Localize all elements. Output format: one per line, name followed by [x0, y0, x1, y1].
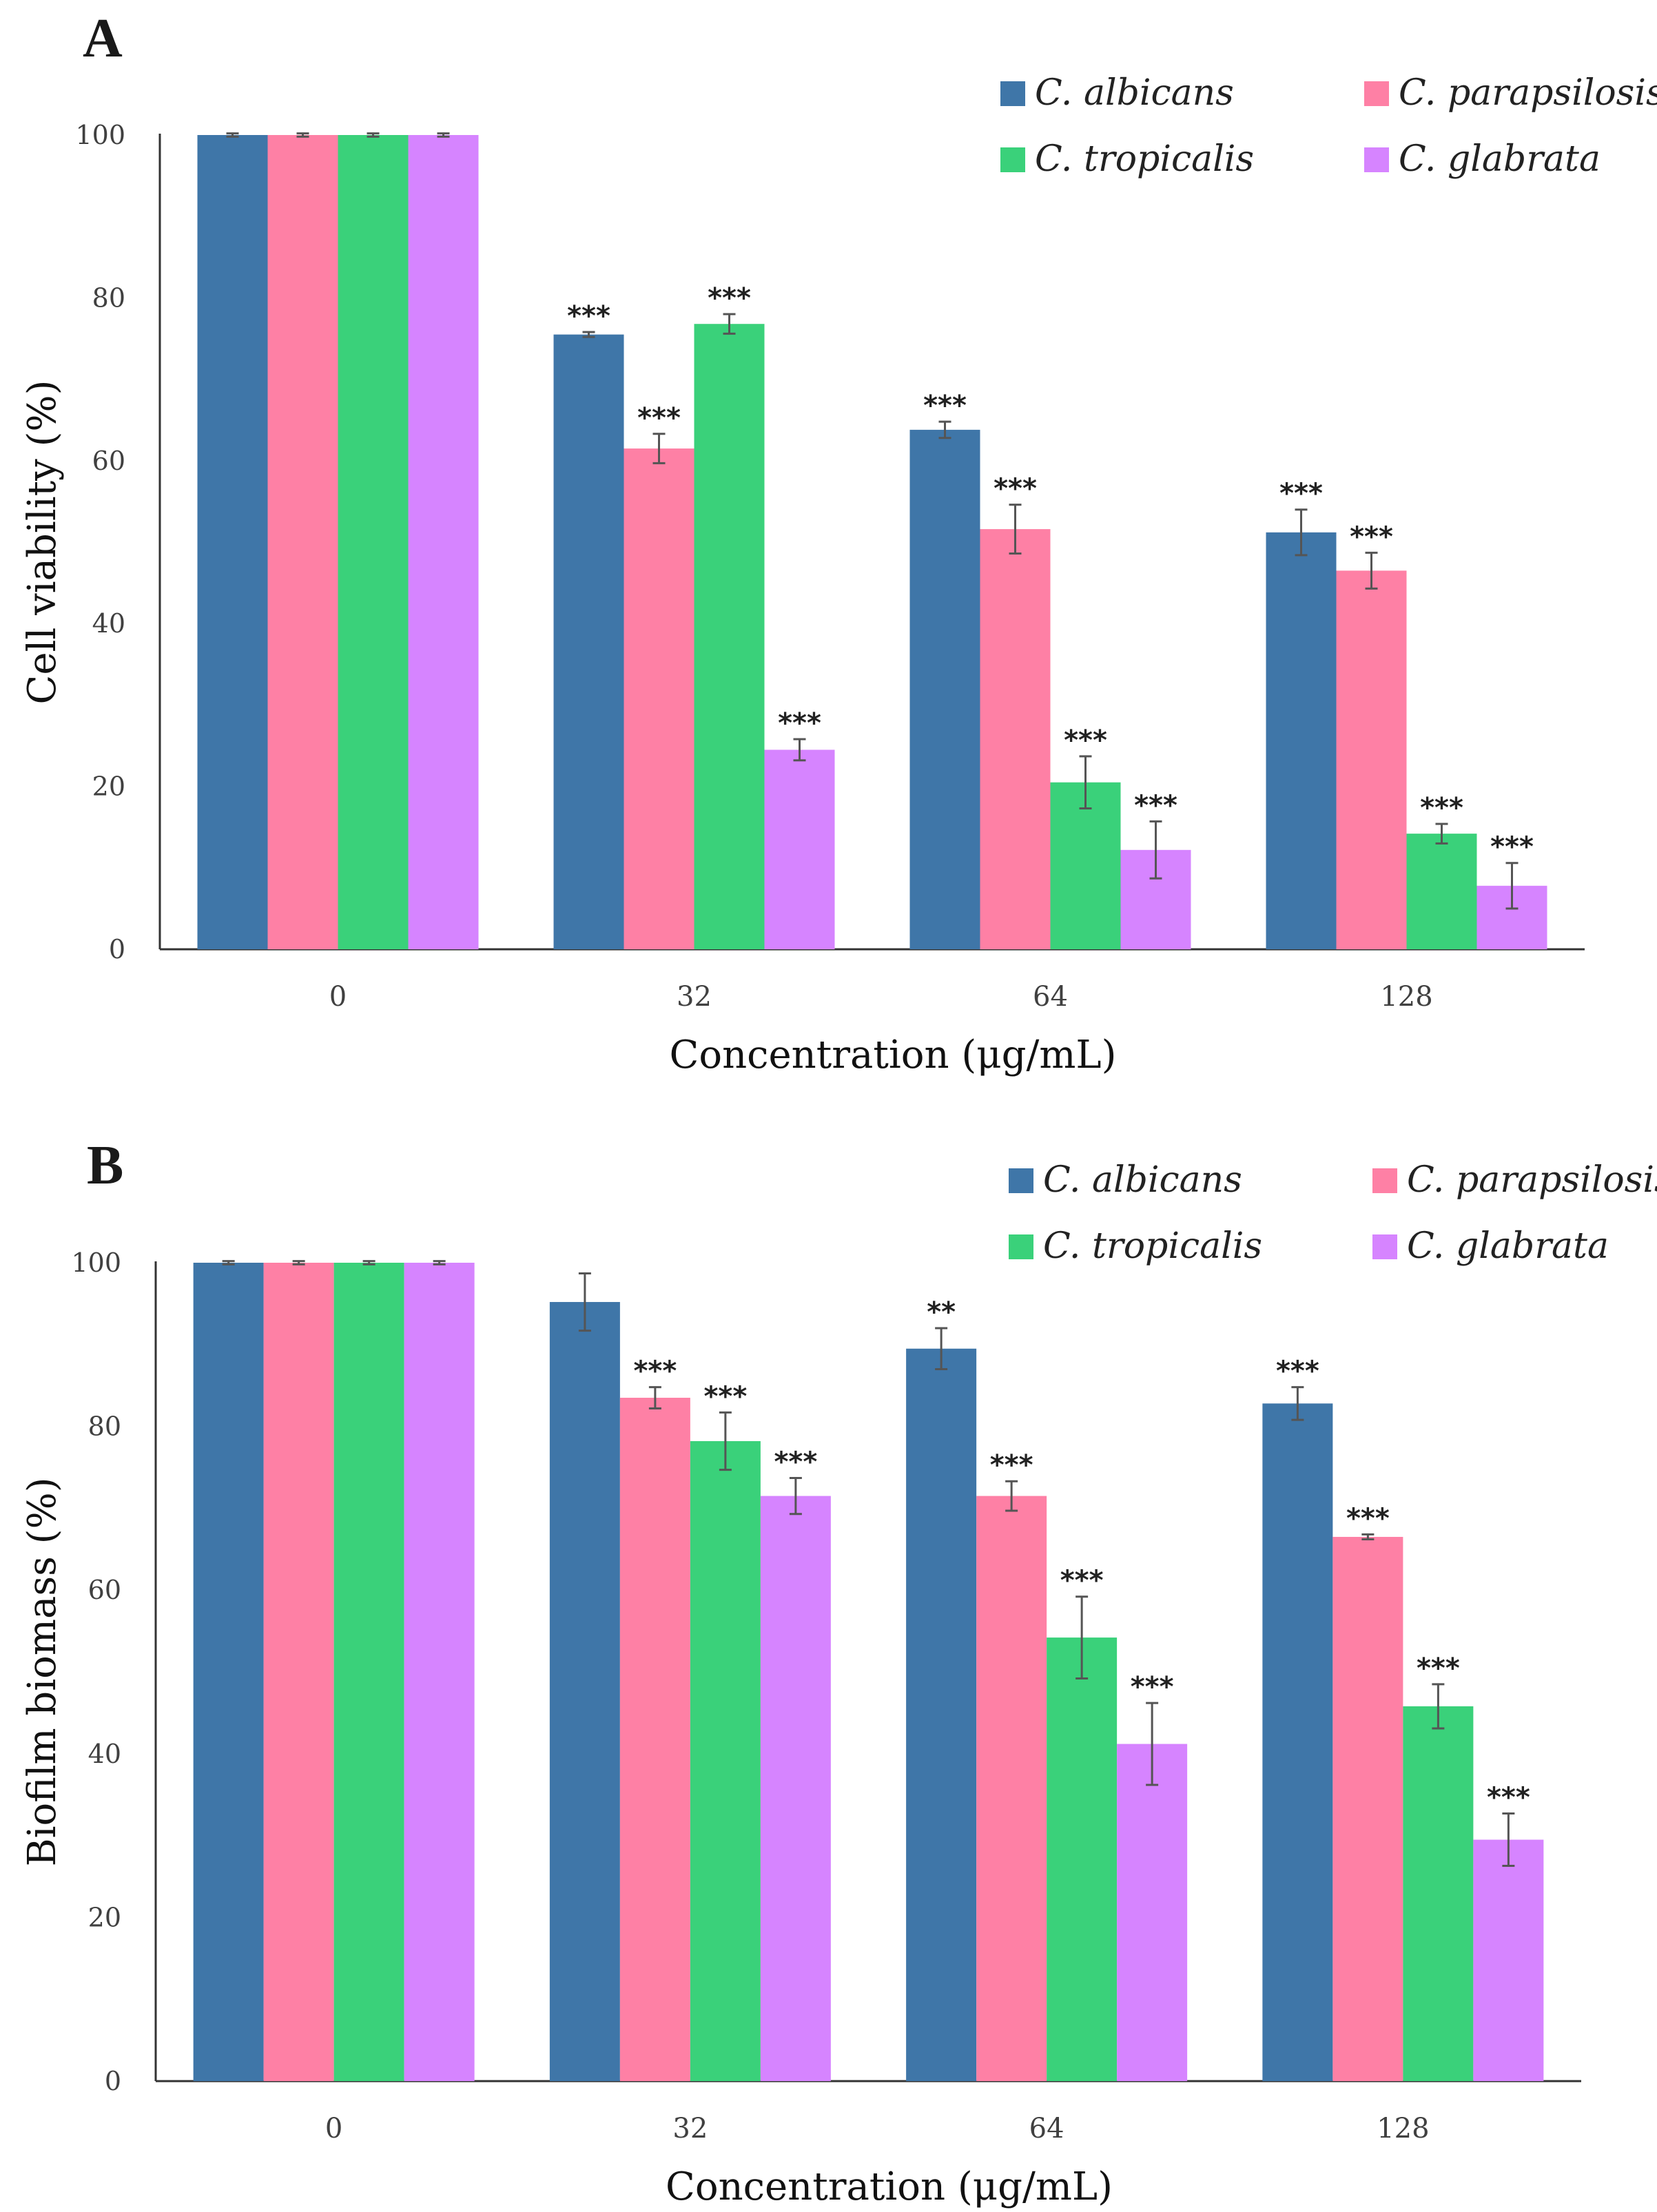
bar: [976, 1496, 1047, 2081]
bar: [624, 448, 694, 949]
bar: [553, 334, 624, 950]
bar: [1336, 570, 1407, 949]
bar: [404, 1263, 475, 2081]
bar: [1047, 1637, 1118, 2081]
significance-label: ***: [994, 473, 1037, 505]
y-tick-label: 100: [75, 120, 125, 150]
significance-label: ***: [1487, 1782, 1530, 1814]
y-tick-label: 60: [92, 446, 125, 476]
legend-swatch: [1364, 81, 1389, 106]
bar: [193, 1263, 264, 2081]
bar: [267, 135, 338, 949]
bar: [408, 135, 479, 949]
significance-label: ***: [1279, 478, 1323, 510]
significance-label: ***: [1346, 1502, 1390, 1534]
bar: [1406, 834, 1477, 949]
panel-label: A: [83, 8, 123, 69]
significance-label: ***: [1134, 789, 1177, 821]
legend-swatch: [1372, 1168, 1397, 1193]
y-tick-label: 60: [88, 1575, 121, 1605]
bar: [1473, 1839, 1544, 2081]
x-tick-label: 32: [677, 981, 712, 1013]
significance-label: ***: [1420, 792, 1463, 824]
x-tick-label: 64: [1033, 981, 1068, 1013]
panel-a-chart: A 0 20 40 60 80 100 0 32 *** *** *** *** 64 *** *** *** *…: [20, 8, 1657, 1077]
significance-label: ***: [1276, 1356, 1319, 1387]
bar: [1262, 1403, 1333, 2081]
significance-label: ***: [1064, 725, 1107, 756]
y-axis-title: Biofilm biomass (%): [20, 1477, 65, 1866]
legend-label: C. tropicalis: [1043, 1226, 1262, 1267]
bar: [1117, 1744, 1188, 2081]
significance-label: ***: [567, 300, 610, 332]
significance-label: ***: [778, 707, 821, 739]
panel-label: B: [87, 1135, 123, 1196]
bar: [764, 750, 835, 949]
legend-label: C. albicans: [1035, 72, 1234, 114]
significance-label: ***: [1417, 1653, 1460, 1684]
legend-swatch: [1009, 1168, 1033, 1193]
y-tick-label: 0: [105, 2066, 121, 2096]
x-tick-label: 128: [1380, 981, 1432, 1013]
bar: [694, 324, 765, 949]
legend-swatch: [1364, 147, 1389, 172]
significance-label: ***: [923, 390, 967, 422]
legend-swatch: [1009, 1234, 1033, 1259]
y-tick-label: 80: [88, 1412, 121, 1442]
y-tick-label: 80: [92, 282, 125, 313]
significance-label: ***: [708, 282, 751, 314]
y-tick-label: 20: [92, 772, 125, 802]
y-tick-label: 20: [88, 1902, 121, 1932]
bar: [906, 1348, 977, 2081]
legend-label: C. albicans: [1043, 1159, 1242, 1201]
x-axis-title: Concentration (μg/mL): [666, 2164, 1113, 2209]
significance-label: ***: [1131, 1671, 1174, 1703]
legend-label: C. parapsilosis: [1399, 72, 1657, 114]
y-tick-label: 0: [109, 934, 125, 964]
bar: [1332, 1536, 1403, 2081]
significance-label: ***: [1490, 831, 1534, 863]
bar: [338, 135, 409, 949]
legend-swatch: [1000, 147, 1025, 172]
y-tick-label: 100: [71, 1248, 121, 1278]
x-tick-label: 32: [672, 2113, 708, 2144]
bar: [1266, 532, 1337, 949]
bar: [619, 1398, 690, 2081]
y-tick-label: 40: [92, 608, 125, 639]
x-tick-label: 0: [329, 981, 347, 1013]
significance-label: ***: [703, 1381, 747, 1412]
legend-swatch: [1000, 81, 1025, 106]
bar: [1050, 782, 1121, 949]
bar: [197, 135, 268, 949]
bar: [1403, 1706, 1474, 2081]
legend-swatch: [1372, 1234, 1397, 1259]
x-tick-label: 128: [1377, 2113, 1429, 2144]
legend-label: C. parapsilosis: [1407, 1159, 1657, 1201]
bar: [333, 1263, 404, 2081]
legend-label: C. glabrata: [1399, 138, 1601, 180]
significance-label: ***: [637, 402, 681, 434]
significance-label: ***: [1060, 1565, 1104, 1597]
y-tick-label: 40: [88, 1739, 121, 1769]
bar: [980, 529, 1051, 949]
legend-label: C. tropicalis: [1035, 138, 1254, 180]
significance-label: **: [927, 1296, 956, 1328]
significance-label: ***: [1350, 521, 1393, 552]
bar: [909, 429, 980, 949]
bar: [263, 1263, 334, 2081]
x-axis-title: Concentration (μg/mL): [670, 1033, 1117, 1077]
significance-label: ***: [990, 1449, 1033, 1481]
bar: [549, 1302, 620, 2081]
y-axis-title: Cell viability (%): [20, 380, 65, 705]
significance-label: ***: [633, 1356, 677, 1387]
x-tick-label: 64: [1029, 2113, 1064, 2144]
legend-label: C. glabrata: [1407, 1226, 1609, 1267]
significance-label: ***: [774, 1446, 817, 1478]
x-tick-label: 0: [325, 2113, 342, 2144]
bar: [760, 1496, 831, 2081]
bar: [690, 1440, 761, 2081]
